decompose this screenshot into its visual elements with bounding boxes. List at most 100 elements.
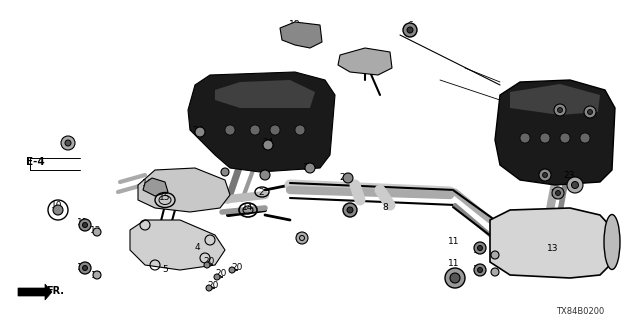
- Text: 12: 12: [90, 226, 102, 235]
- Text: 16: 16: [142, 179, 154, 188]
- Text: 25: 25: [62, 138, 74, 147]
- Text: 13: 13: [547, 244, 559, 252]
- Text: 11: 11: [448, 259, 460, 268]
- Polygon shape: [130, 220, 225, 270]
- Circle shape: [347, 207, 353, 213]
- Text: 9: 9: [451, 273, 457, 282]
- Circle shape: [79, 219, 91, 231]
- Text: 11: 11: [77, 218, 89, 227]
- Circle shape: [195, 127, 205, 137]
- Text: 24: 24: [193, 125, 204, 134]
- Text: 20: 20: [215, 269, 227, 278]
- Circle shape: [204, 262, 210, 268]
- Text: 12: 12: [474, 266, 484, 275]
- Circle shape: [61, 136, 75, 150]
- Text: 5: 5: [162, 266, 168, 275]
- Circle shape: [305, 163, 315, 173]
- Text: 19: 19: [509, 92, 521, 101]
- Circle shape: [403, 23, 417, 37]
- Text: 23: 23: [551, 106, 563, 115]
- Circle shape: [477, 268, 483, 273]
- Circle shape: [296, 232, 308, 244]
- Circle shape: [206, 285, 212, 291]
- Circle shape: [572, 181, 579, 188]
- Circle shape: [260, 170, 270, 180]
- Text: TX84B0200: TX84B0200: [556, 307, 604, 316]
- Text: 20: 20: [231, 262, 243, 271]
- Circle shape: [477, 245, 483, 251]
- Circle shape: [83, 222, 88, 228]
- Circle shape: [560, 133, 570, 143]
- Polygon shape: [280, 22, 322, 48]
- Text: 15: 15: [159, 193, 171, 202]
- Circle shape: [53, 205, 63, 215]
- Circle shape: [65, 140, 71, 146]
- Circle shape: [557, 108, 563, 113]
- Circle shape: [580, 133, 590, 143]
- Text: 22: 22: [371, 66, 383, 75]
- Text: 20: 20: [204, 258, 214, 267]
- Text: 11: 11: [77, 263, 89, 273]
- Polygon shape: [510, 84, 600, 115]
- Circle shape: [343, 203, 357, 217]
- Polygon shape: [215, 80, 315, 108]
- Text: 23: 23: [550, 188, 562, 197]
- Polygon shape: [143, 178, 168, 196]
- Polygon shape: [495, 80, 615, 185]
- Circle shape: [474, 264, 486, 276]
- Circle shape: [270, 125, 280, 135]
- Circle shape: [520, 133, 530, 143]
- Circle shape: [556, 190, 561, 196]
- Text: 17: 17: [264, 94, 276, 103]
- Circle shape: [221, 168, 229, 176]
- Polygon shape: [338, 48, 392, 75]
- Text: 2: 2: [258, 188, 264, 196]
- Text: E-4: E-4: [26, 157, 44, 167]
- Circle shape: [225, 125, 235, 135]
- Circle shape: [445, 268, 465, 288]
- Circle shape: [567, 177, 583, 193]
- Text: 21: 21: [295, 233, 307, 242]
- Polygon shape: [490, 208, 612, 278]
- Text: 5: 5: [347, 203, 353, 212]
- Circle shape: [83, 266, 88, 270]
- Circle shape: [450, 273, 460, 283]
- Circle shape: [491, 268, 499, 276]
- Circle shape: [263, 140, 273, 150]
- Circle shape: [93, 271, 101, 279]
- Circle shape: [343, 173, 353, 183]
- Circle shape: [295, 125, 305, 135]
- Circle shape: [539, 169, 551, 181]
- Text: 24: 24: [302, 163, 314, 172]
- Circle shape: [584, 106, 596, 118]
- Text: 12: 12: [92, 270, 102, 279]
- Circle shape: [214, 274, 220, 280]
- Text: 11: 11: [448, 236, 460, 245]
- Circle shape: [79, 262, 91, 274]
- Polygon shape: [18, 284, 52, 300]
- Text: 14: 14: [243, 203, 253, 212]
- Text: 10: 10: [51, 201, 63, 210]
- Text: FR.: FR.: [46, 286, 64, 296]
- Ellipse shape: [604, 214, 620, 269]
- Circle shape: [540, 133, 550, 143]
- Polygon shape: [188, 72, 335, 172]
- Text: 3: 3: [221, 167, 227, 177]
- Text: 20: 20: [207, 282, 219, 291]
- Text: 12: 12: [474, 245, 484, 254]
- Text: 24: 24: [339, 172, 351, 181]
- Text: 23: 23: [563, 171, 575, 180]
- Text: 18: 18: [289, 20, 301, 28]
- Text: 6: 6: [407, 20, 413, 29]
- Circle shape: [93, 228, 101, 236]
- Text: 1: 1: [261, 170, 267, 179]
- Circle shape: [588, 109, 593, 115]
- Circle shape: [552, 187, 564, 199]
- Circle shape: [554, 104, 566, 116]
- Circle shape: [407, 27, 413, 33]
- Circle shape: [250, 125, 260, 135]
- Circle shape: [229, 267, 235, 273]
- Text: 7: 7: [571, 180, 577, 188]
- Circle shape: [474, 242, 486, 254]
- Text: 24: 24: [262, 138, 274, 147]
